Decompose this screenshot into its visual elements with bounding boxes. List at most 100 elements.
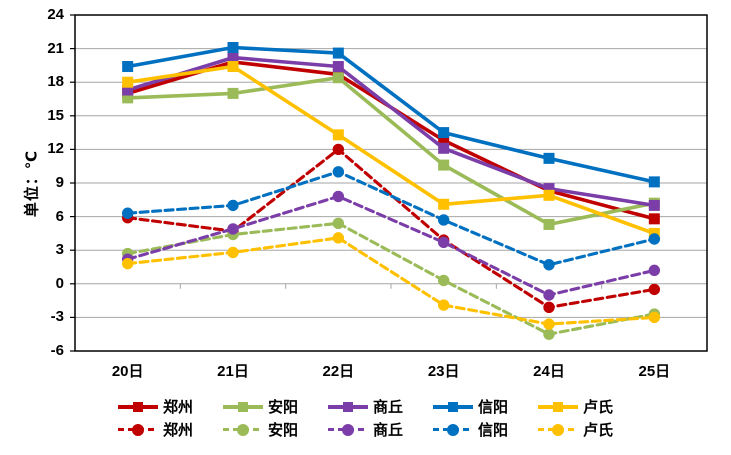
series-zhengzhou-high-marker: [438, 134, 450, 146]
series-anyang-high-marker: [227, 87, 239, 99]
legend-circle-marker: [341, 423, 354, 436]
series-anyang-low-marker: [332, 217, 345, 230]
legend-circle-marker: [131, 423, 144, 436]
legend-dashed-circle-swatch: [538, 423, 579, 436]
series-xinyang-low-marker: [121, 207, 134, 219]
series-shangqiu-high-marker: [648, 199, 660, 211]
series-shangqiu-high-marker: [227, 52, 239, 64]
legend-label-zhengzhou-low: 郑州: [162, 421, 193, 439]
x-tick-label-4: 24日: [533, 363, 565, 380]
legend-label-lushi-high: 卢氏: [583, 398, 614, 416]
series-lushi-low-line: [126, 236, 656, 326]
legend-item-xinyang-high: 信阳: [433, 398, 509, 416]
legend-dashed-circle-swatch: [433, 423, 473, 436]
legend-solid-square-swatch: [538, 400, 579, 413]
series-xinyang-high-marker: [227, 41, 239, 53]
y-tick-label-9: 9: [55, 174, 64, 191]
series-shangqiu-high-marker: [122, 84, 134, 96]
series-xinyang-high-marker: [543, 152, 555, 164]
legend-square-marker: [132, 401, 143, 412]
series-shangqiu-low-marker: [332, 190, 345, 203]
legend-label-lushi-low: 卢氏: [583, 421, 614, 439]
series-lushi-low-marker: [227, 246, 239, 259]
legend-square-marker: [448, 401, 458, 412]
legend-item-xinyang-low: 信阳: [433, 421, 508, 439]
legend-dashed-circle-swatch: [117, 423, 158, 436]
legend-label-xinyang-high: 信阳: [478, 398, 509, 416]
series-xinyang-low-line: [126, 170, 656, 267]
series-anyang-high-line: [125, 75, 657, 227]
series-anyang-low-marker: [437, 274, 450, 287]
legend-label-zhengzhou-high: 郑州: [162, 398, 193, 416]
series-lushi-high-marker: [543, 189, 555, 201]
series-shangqiu-high-marker: [438, 142, 450, 154]
series-lushi-low-marker: [437, 299, 450, 311]
legend-item-zhengzhou-low: 郑州: [117, 421, 193, 439]
series-shangqiu-high-marker: [332, 61, 344, 73]
legend-square-marker: [237, 401, 248, 412]
legend-item-zhengzhou-high: 郑州: [117, 398, 193, 416]
legend-label-shangqiu-high: 商丘: [372, 398, 403, 416]
y-tick-label-0: 0: [55, 274, 64, 292]
x-tick-label-2: 22日: [322, 363, 355, 380]
series-lushi-high-marker: [227, 61, 239, 73]
series-shangqiu-low-marker: [648, 264, 661, 277]
x-tick-label-5: 25日: [638, 363, 671, 380]
series-xinyang-low-marker: [227, 199, 239, 212]
y-tick-label-12: 12: [47, 140, 64, 158]
y-tick-label--3: -3: [50, 308, 64, 326]
x-tick-label-1: 21日: [217, 363, 249, 380]
legend-item-lushi-high: 卢氏: [538, 398, 614, 416]
y-tick-label--6: -6: [50, 342, 64, 359]
series-anyang-high-marker: [438, 159, 450, 171]
series-anyang-low-marker: [543, 328, 555, 340]
series-anyang-high-marker: [122, 92, 134, 104]
series-xinyang-high-marker: [648, 176, 660, 188]
legend-solid-square-swatch: [327, 400, 368, 413]
legend-solid-square-swatch: [222, 400, 263, 413]
legend-row-low: 郑州 安阳 商丘 信阳 卢氏: [0, 421, 731, 439]
x-tick-label-3: 23日: [427, 363, 460, 380]
series-zhengzhou-low-line: [126, 147, 656, 309]
y-tick-label-3: 3: [55, 241, 64, 259]
series-zhengzhou-high-marker: [648, 213, 660, 225]
series-shangqiu-high-marker: [543, 183, 555, 195]
legend-dashed-circle-swatch: [327, 423, 368, 436]
y-tick-label-6: 6: [55, 207, 64, 225]
legend-row-high: 郑州 安阳 商丘 信阳 卢氏: [0, 398, 731, 416]
series-lushi-high-marker: [332, 129, 344, 141]
series-zhengzhou-low-marker: [543, 301, 555, 314]
series-anyang-high-marker: [543, 218, 555, 230]
series-xinyang-high-marker: [122, 61, 134, 73]
legend-dashed-circle-swatch: [222, 423, 263, 436]
series-shangqiu-high-line: [125, 55, 657, 208]
series-lushi-low-marker: [543, 318, 555, 330]
legend-label-anyang-high: 安阳: [267, 398, 298, 416]
series-xinyang-low-marker: [332, 166, 345, 178]
legend-solid-square-swatch: [433, 400, 473, 413]
legend-solid-square-swatch: [117, 400, 158, 413]
legend-item-shangqiu-low: 商丘: [327, 421, 403, 439]
series-lushi-low-marker: [648, 311, 661, 324]
series-lushi-high-marker: [438, 198, 450, 210]
series-xinyang-high-line: [125, 45, 657, 184]
series-lushi-low-marker: [332, 232, 345, 244]
plot-border: [74, 14, 708, 352]
y-tick-label-24: 24: [47, 6, 64, 23]
series-lushi-high-line: [125, 64, 657, 236]
legend-circle-marker: [236, 423, 249, 436]
series-shangqiu-low-marker: [437, 236, 450, 249]
series-zhengzhou-low-marker: [648, 283, 661, 296]
legend-circle-marker: [447, 423, 459, 436]
y-tick-label-21: 21: [47, 39, 64, 57]
series-xinyang-low-marker: [543, 259, 555, 271]
legend-item-shangqiu-high: 商丘: [327, 398, 403, 416]
legend-circle-marker: [552, 423, 565, 436]
series-zhengzhou-low-marker: [332, 143, 345, 156]
y-tick-label-18: 18: [47, 73, 64, 91]
series-shangqiu-low-marker: [543, 289, 555, 301]
series-xinyang-high-marker: [332, 47, 344, 59]
legend-square-marker: [553, 401, 564, 412]
